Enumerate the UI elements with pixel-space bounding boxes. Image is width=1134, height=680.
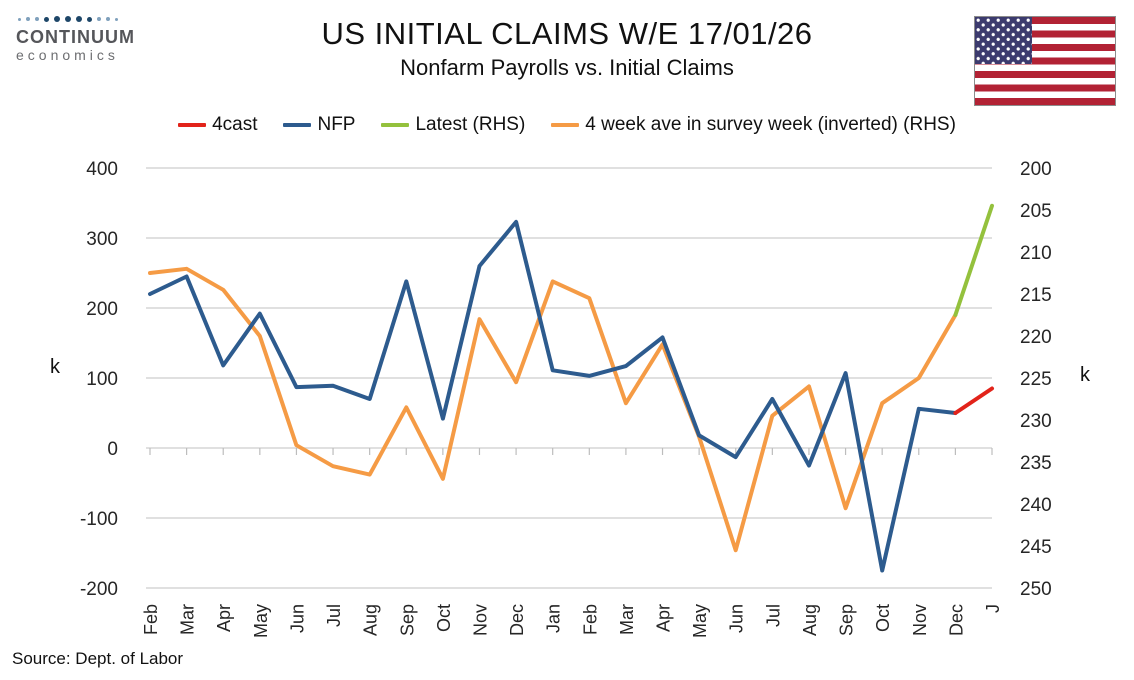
series-latest <box>953 203 994 317</box>
x-axis-label: Nov <box>470 604 490 636</box>
right-axis-tick: 205 <box>1020 201 1052 222</box>
x-axis-label: Jul <box>763 604 783 627</box>
x-axis-label: Sep <box>397 604 417 636</box>
right-axis-tick: 230 <box>1020 411 1052 432</box>
x-axis-label: Mar <box>617 604 637 635</box>
x-axis-label: May <box>690 604 710 638</box>
left-axis-tick: 300 <box>86 229 118 250</box>
x-axis-label: Mar <box>178 604 198 635</box>
right-axis-tick: 235 <box>1020 453 1052 474</box>
right-axis-tick: 225 <box>1020 369 1052 390</box>
x-axis-label: Feb <box>580 604 600 635</box>
legend-marker-icon <box>178 123 207 127</box>
legend-item: 4 week ave in survey week (inverted) (RH… <box>551 114 956 136</box>
right-axis-unit: k <box>1080 364 1090 386</box>
left-axis-tick: 100 <box>86 369 118 390</box>
left-axis-tick: 200 <box>86 299 118 320</box>
legend-item: Latest (RHS) <box>381 114 525 136</box>
right-axis-tick: 210 <box>1020 243 1052 264</box>
x-axis-label: Oct <box>434 604 454 632</box>
x-axis-label: Jul <box>324 604 344 627</box>
series-claims-4wk-ave <box>148 266 958 553</box>
legend-label: 4cast <box>212 114 258 135</box>
x-axis-label: Oct <box>873 604 893 632</box>
x-axis-label: Apr <box>214 604 234 632</box>
legend-item: NFP <box>283 114 355 136</box>
legend-marker-icon <box>551 123 580 127</box>
legend: 4cast NFP Latest (RHS) 4 week ave in survey… <box>0 114 1134 136</box>
x-axis-label: Dec <box>507 604 527 636</box>
series-fourcast <box>953 386 994 415</box>
chart-subtitle: Nonfarm Payrolls vs. Initial Claims <box>400 55 734 80</box>
x-axis-label: Nov <box>910 604 930 636</box>
x-axis-label: Jun <box>287 604 307 633</box>
x-axis-label: J <box>983 604 1003 613</box>
x-axis-label: Dec <box>946 604 966 636</box>
legend-label: NFP <box>317 114 356 135</box>
chart-plot: 400 300 200 100 0 -100 -200 200 205 210 215 220 225 2… <box>80 159 1052 638</box>
us-flag-icon <box>974 16 1116 106</box>
chart-title: US INITIAL CLAIMS W/E 17/01/26 <box>321 16 813 51</box>
right-axis-tick: 220 <box>1020 327 1052 348</box>
source-note: Source: Dept. of Labor <box>12 649 184 668</box>
series-nfp <box>148 219 958 573</box>
x-axis-label: Jun <box>727 604 747 633</box>
legend-item: 4cast <box>178 114 257 136</box>
continuum-logo: CONTINUUM economics <box>16 12 186 63</box>
legend-marker-icon <box>283 123 312 127</box>
right-axis-tick: 240 <box>1020 495 1052 516</box>
left-axis-tick: -100 <box>80 509 118 530</box>
x-axis-label: Aug <box>361 604 381 636</box>
x-axis-label: Sep <box>837 604 857 636</box>
x-axis-label: Aug <box>800 604 820 636</box>
us-flag-canton <box>975 17 1032 65</box>
brand-subname: economics <box>16 47 119 63</box>
right-axis-tick: 215 <box>1020 285 1052 306</box>
left-axis-tick: 400 <box>86 159 118 180</box>
x-axis-label: May <box>251 604 271 638</box>
legend-marker-icon <box>381 123 410 127</box>
title-block: US INITIAL CLAIMS W/E 17/01/26 Nonfarm P… <box>0 16 1134 81</box>
right-axis-tick: 245 <box>1020 537 1052 558</box>
left-axis-tick: 0 <box>107 439 118 460</box>
right-axis-tick: 200 <box>1020 159 1052 180</box>
left-axis-tick: -200 <box>80 579 118 600</box>
right-axis-tick: 250 <box>1020 579 1052 600</box>
x-axis-label: Apr <box>654 604 674 632</box>
brand-name: CONTINUUM <box>16 27 135 47</box>
left-axis-unit: k <box>50 356 60 378</box>
x-axis-label: Jan <box>544 604 564 633</box>
logo-dots-icon <box>18 14 186 24</box>
legend-label: Latest (RHS) <box>415 114 526 135</box>
x-axis-label: Feb <box>141 604 161 635</box>
legend-label: 4 week ave in survey week (inverted) (RH… <box>585 114 956 135</box>
